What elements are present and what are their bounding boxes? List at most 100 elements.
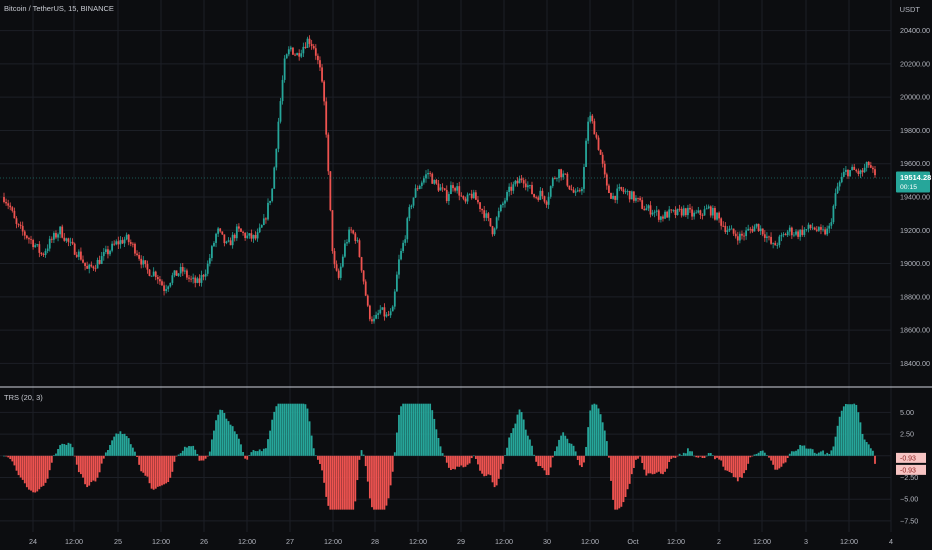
candle-body	[780, 234, 783, 237]
indicator-bar	[570, 443, 573, 456]
indicator-bar	[129, 444, 132, 456]
indicator-bar	[795, 450, 797, 456]
indicator-bar	[138, 455, 141, 465]
candle-body	[329, 171, 332, 211]
indicator-bar	[766, 455, 768, 457]
price-tick-label: 19400.00	[900, 193, 930, 202]
candle-body	[371, 319, 373, 322]
time-tick-label: 24	[29, 537, 37, 546]
indicator-bar	[52, 455, 55, 456]
candle-body	[632, 191, 635, 201]
candle-body	[566, 173, 569, 186]
candle-body	[42, 254, 45, 255]
indicator-bar	[651, 455, 654, 475]
candle-body	[296, 53, 299, 56]
indicator-bar	[745, 455, 748, 471]
candle-body	[302, 46, 305, 54]
indicator-bar	[115, 433, 118, 456]
candle-body	[433, 179, 436, 184]
indicator-bar	[73, 455, 76, 457]
candle-body	[348, 229, 350, 243]
candle-body	[678, 208, 681, 210]
indicator-bar	[751, 455, 754, 457]
candle-body	[102, 252, 105, 257]
indicator-bar	[208, 451, 211, 456]
candle-body	[325, 101, 328, 135]
candle-body	[163, 285, 165, 291]
indicator-bar	[316, 455, 319, 460]
candle-body	[541, 190, 544, 197]
indicator-bar	[183, 446, 186, 456]
candle-body	[535, 197, 538, 198]
indicator-bar	[379, 455, 382, 510]
symbol-legend[interactable]: Bitcoin / TetherUS, 15, BINANCE	[4, 4, 114, 13]
indicator-bar	[574, 451, 577, 456]
indicator-bar	[325, 455, 328, 497]
indicator-bar	[82, 455, 84, 478]
candle-body	[562, 173, 565, 178]
candle-body	[456, 186, 459, 191]
indicator-bar	[560, 435, 563, 456]
indicator-bar	[514, 423, 517, 456]
candle-body	[418, 185, 421, 189]
indicator-bar	[491, 455, 494, 483]
price-tick-label: 19000.00	[900, 259, 930, 268]
indicator-bar	[344, 455, 346, 510]
time-tick-label: Oct	[627, 537, 638, 546]
candle-body	[398, 259, 400, 275]
indicator-bar	[104, 452, 107, 456]
last-price-badge	[896, 171, 930, 193]
candle-body	[221, 231, 224, 235]
price-candles	[3, 35, 876, 325]
indicator-bar	[649, 455, 652, 474]
indicator-bar	[564, 435, 567, 456]
candle-body	[368, 305, 371, 320]
candle-body	[406, 218, 409, 240]
candle-body	[306, 38, 309, 48]
candle-body	[479, 202, 481, 210]
indicator-bar	[111, 440, 113, 456]
indicator-bar	[215, 420, 217, 456]
indicator-bar	[416, 403, 419, 456]
time-tick-label: 12:00	[65, 537, 83, 546]
indicator-bar	[493, 455, 496, 488]
candle-body	[770, 236, 772, 244]
indicator-bar	[40, 455, 43, 487]
candle-body	[608, 185, 610, 194]
candle-body	[454, 188, 456, 191]
candle-body	[786, 231, 789, 236]
price-tick-label: 19200.00	[900, 226, 930, 235]
candle-body	[246, 235, 249, 238]
indicator-value-badge	[896, 452, 926, 463]
indicator-tick-label: 5.00	[900, 408, 914, 417]
candle-body	[383, 307, 386, 317]
indicator-tick-label: 2.50	[900, 430, 914, 439]
indicator-bar	[508, 437, 511, 456]
candle-body	[260, 225, 263, 228]
candle-body	[705, 208, 708, 210]
indicator-bar	[192, 445, 195, 456]
candle-body	[427, 173, 429, 175]
candle-body	[674, 209, 677, 216]
indicator-bar	[331, 455, 334, 510]
indicator-bar	[88, 455, 91, 486]
candle-body	[805, 229, 808, 230]
candle-body	[493, 228, 496, 235]
indicator-bar	[757, 452, 760, 456]
indicator-bar	[34, 455, 37, 493]
candle-body	[526, 185, 529, 188]
indicator-bar	[223, 412, 226, 456]
candle-body	[576, 190, 579, 192]
candle-body	[167, 286, 170, 290]
time-tick-label: 12:00	[495, 537, 513, 546]
indicator-bar	[352, 455, 355, 510]
time-tick-label: 29	[457, 537, 465, 546]
candle-body	[616, 188, 619, 200]
indicator-legend[interactable]: TRS (20, 3)	[4, 393, 43, 402]
candle-body	[853, 166, 856, 170]
candle-body	[69, 241, 72, 243]
indicator-bar	[348, 455, 350, 510]
candle-body	[763, 234, 766, 238]
